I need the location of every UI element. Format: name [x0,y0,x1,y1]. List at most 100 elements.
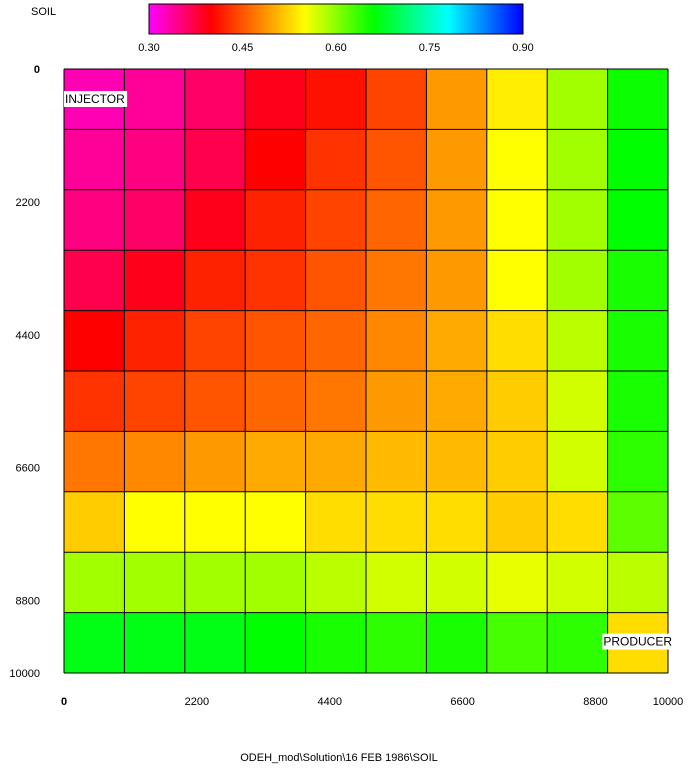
heatmap-cell [426,612,488,674]
heatmap-cell [607,129,669,191]
heatmap-cell [607,69,669,130]
heatmap-cell [305,552,367,614]
heatmap-cell [547,69,609,130]
heatmap-cell [607,310,669,372]
heatmap-cell [64,612,125,674]
heatmap-cell [64,129,125,191]
heatmap-cell [366,129,427,191]
heatmap-cell [607,552,669,614]
heatmap-cell [124,250,186,312]
well-label-background [64,91,128,107]
y-tick-label: 2200 [16,197,40,209]
heatmap-cell [547,431,609,493]
y-axis-ticks: 0 2200 4400 6600 8800 10000 [9,64,40,680]
heatmap-cell [184,69,246,130]
heatmap-cell [184,552,246,614]
heatmap-cell [426,491,488,553]
heatmap-cell [184,189,246,251]
colorbar-tick-label: 0.60 [325,42,346,54]
heatmap-cell [245,310,307,372]
heatmap-cell [124,129,186,191]
heatmap-cell [366,491,427,553]
x-tick-label: 4400 [318,696,342,708]
heatmap-cell [366,189,427,251]
heatmap-cell [64,310,125,372]
heatmap-cell [366,612,427,674]
heatmap-cell [486,310,548,372]
heatmap-cell [245,371,307,432]
heatmap-cell [305,69,367,130]
x-axis-ticks: 0 2200 4400 6600 8800 10000 [61,696,683,708]
colorbar-label: SOIL [31,6,56,18]
heatmap-cell [245,250,307,312]
colorbar-ticks: 0.30 0.45 0.60 0.75 0.90 [138,42,533,54]
heatmap-cell [607,189,669,251]
heatmap-cell [184,431,246,493]
heatmap-cell [366,250,427,312]
heatmap-cell [124,69,186,130]
well-annotations: INJECTOR PRODUCER [64,91,675,650]
heatmap-cell [305,491,367,553]
well-label-producer: PRODUCER [602,633,675,650]
heatmap-cell [245,431,307,493]
heatmap-cell [184,491,246,553]
heatmap-cell [305,310,367,372]
x-tick-label: 2200 [185,696,209,708]
y-tick-label: 8800 [16,596,40,608]
heatmap-cell [607,371,669,432]
colorbar-tick-label: 0.75 [419,42,440,54]
heatmap-cell [124,612,186,674]
heatmap-cells [64,69,669,674]
heatmap-cell [486,491,548,553]
x-tick-label: 6600 [450,696,474,708]
y-tick-label: 0 [34,64,40,76]
heatmap-cell [366,69,427,130]
heatmap-cell [124,431,186,493]
y-tick-label: 4400 [16,330,40,342]
heatmap-cell [245,612,307,674]
heatmap-cell [426,189,488,251]
grid-lines [63,68,669,674]
heatmap-cell [305,612,367,674]
heatmap-cell [426,371,488,432]
colorbar-tick-label: 0.90 [512,42,533,54]
heatmap-cell [245,69,307,130]
heatmap-cell [124,189,186,251]
heatmap-cell [305,371,367,432]
y-tick-label: 6600 [16,463,40,475]
heatmap-cell [366,371,427,432]
heatmap-cell [486,371,548,432]
heatmap-cell [245,552,307,614]
heatmap-cell [366,552,427,614]
heatmap-cell [184,250,246,312]
x-tick-label: 8800 [583,696,607,708]
heatmap-cell [124,552,186,614]
y-tick-label: 10000 [9,668,40,680]
heatmap-cell [607,431,669,493]
heatmap-cell [184,371,246,432]
well-label-text: PRODUCER [603,635,672,649]
heatmap-cell [426,310,488,372]
heatmap-cell [64,552,125,614]
heatmap-cell [426,552,488,614]
heatmap-cell [64,491,125,553]
heatmap-cell [547,129,609,191]
well-label-background [602,633,675,650]
heatmap-cell [486,612,548,674]
heatmap-cell [607,491,669,553]
heatmap-cell [64,431,125,493]
heatmap-cell [486,189,548,251]
heatmap-cell [184,310,246,372]
heatmap-cell [305,250,367,312]
heatmap-cell [486,431,548,493]
heatmap-cell [64,189,125,251]
heatmap-cell [124,310,186,372]
heatmap-cell [426,69,488,130]
heatmap-cell [124,491,186,553]
heatmap-cell [547,371,609,432]
heatmap-cell [184,612,246,674]
heatmap-cell [607,250,669,312]
heatmap-cell [64,250,125,312]
